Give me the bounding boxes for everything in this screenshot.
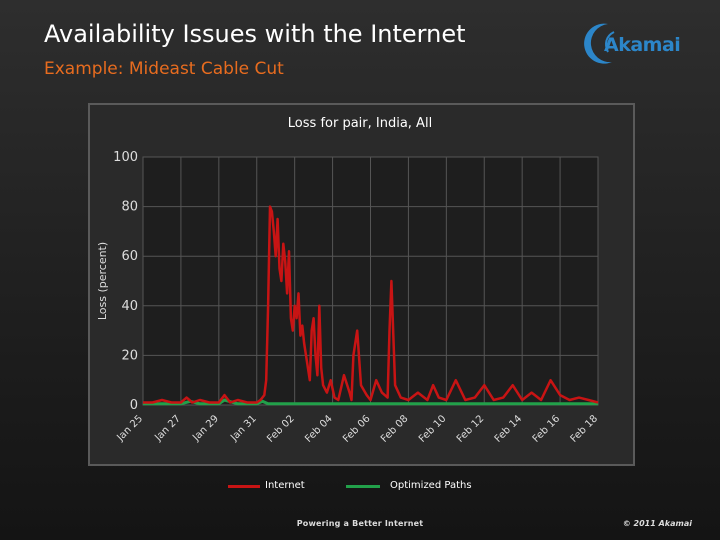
y-tick-label: 80 bbox=[121, 200, 138, 215]
legend-label-internet: Internet bbox=[265, 480, 305, 491]
y-axis-ticks: 0 20 40 60 80 100 bbox=[113, 150, 138, 413]
chart-title: Loss for pair, India, All bbox=[287, 116, 433, 131]
akamai-logo-text: Akamai bbox=[604, 34, 681, 56]
y-tick-label: 20 bbox=[121, 348, 138, 363]
x-tick-label: Feb 12 bbox=[455, 413, 487, 445]
x-tick-label: Jan 27 bbox=[152, 413, 183, 444]
legend-swatch-optimized bbox=[346, 485, 380, 488]
y-tick-label: 0 bbox=[130, 398, 138, 413]
x-tick-label: Jan 25 bbox=[114, 413, 145, 444]
x-tick-label: Feb 02 bbox=[265, 413, 297, 445]
y-axis-label: Loss (percent) bbox=[96, 242, 109, 320]
x-axis-ticks: Jan 25 Jan 27 Jan 29 Jan 31 Feb 02 Feb 04 Feb … bbox=[114, 413, 600, 445]
y-tick-label: 40 bbox=[121, 299, 138, 314]
x-tick-label: Feb 08 bbox=[379, 413, 411, 445]
legend-swatch-internet bbox=[228, 485, 260, 488]
series-lines bbox=[143, 205, 599, 406]
y-tick-label: 100 bbox=[113, 150, 138, 165]
x-tick-label: Feb 16 bbox=[531, 413, 563, 445]
y-tick-label: 60 bbox=[121, 249, 138, 264]
legend-label-optimized: Optimized Paths bbox=[390, 480, 472, 491]
slide-subtitle: Example: Mideast Cable Cut bbox=[44, 59, 284, 79]
x-tick-label: Feb 06 bbox=[341, 413, 373, 445]
x-tick-label: Feb 18 bbox=[569, 413, 601, 445]
akamai-logo-mark bbox=[584, 23, 615, 64]
x-tick-label: Jan 31 bbox=[228, 413, 259, 444]
x-tick-label: Feb 04 bbox=[303, 413, 335, 445]
x-tick-label: Feb 14 bbox=[493, 413, 525, 445]
x-tick-label: Jan 29 bbox=[190, 413, 221, 444]
chart-legend: Internet Optimized Paths bbox=[0, 478, 720, 498]
x-tick-label: Feb 10 bbox=[417, 413, 449, 445]
akamai-logo: Akamai bbox=[584, 20, 694, 66]
footer-tagline: Powering a Better Internet bbox=[296, 519, 424, 528]
slide-title: Availability Issues with the Internet bbox=[44, 20, 466, 48]
series-line-internet bbox=[143, 205, 599, 404]
footer-copyright: © 2011 Akamai bbox=[622, 519, 692, 528]
